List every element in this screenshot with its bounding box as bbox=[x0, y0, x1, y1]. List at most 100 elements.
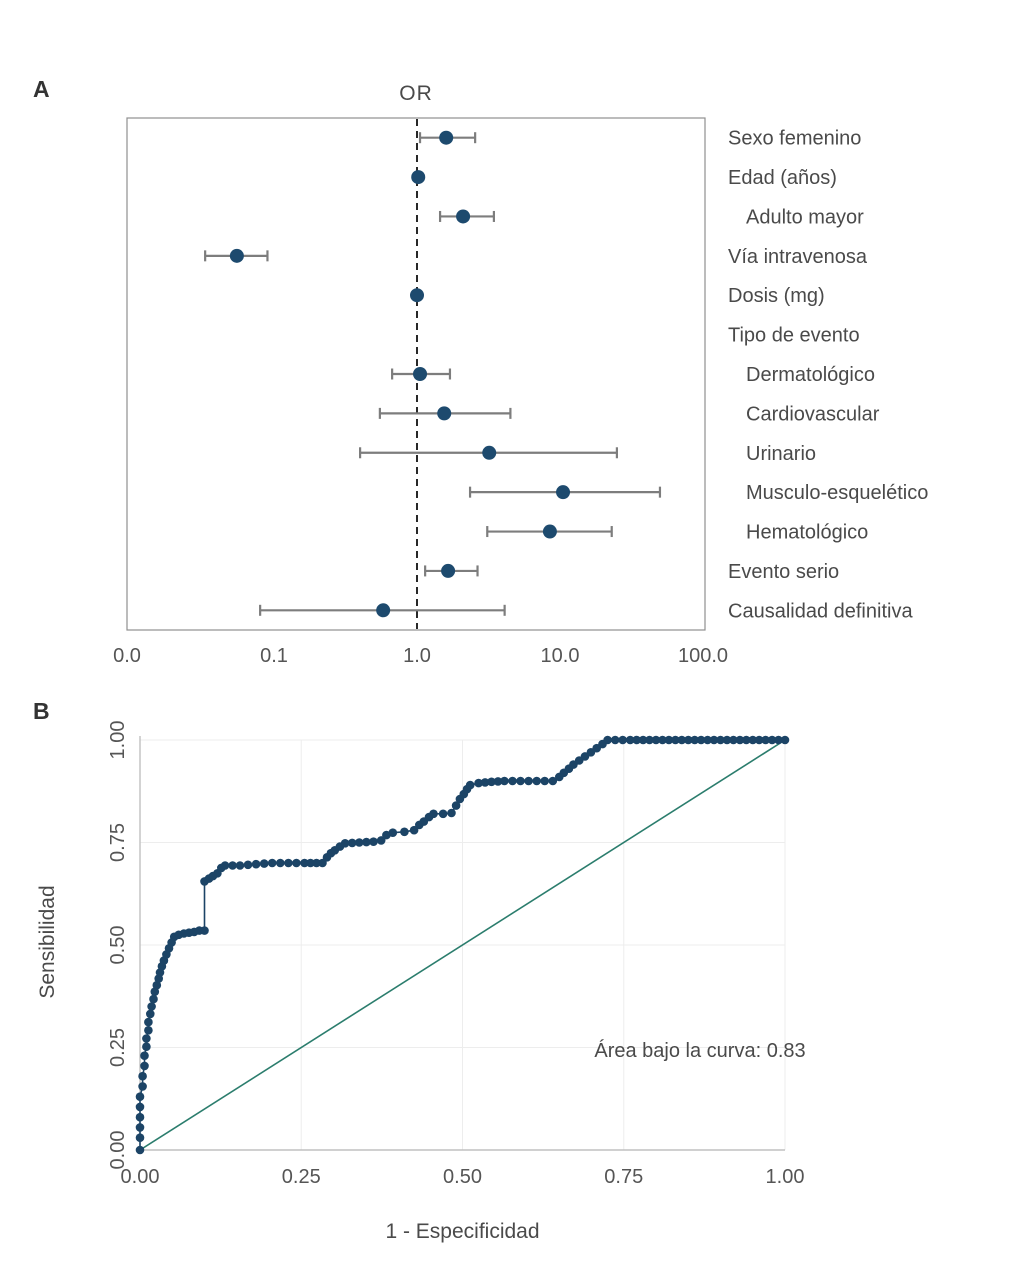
roc-plot-svg: 0.00 0.25 0.50 0.75 1.00 0.00 0.25 0.50 0.75 1.00 bbox=[107, 721, 804, 1188]
roc-x-tick-label: 0.50 bbox=[443, 1166, 482, 1188]
forest-x-tick-label: 100.0 bbox=[678, 645, 728, 667]
roc-x-tick-label: 0.25 bbox=[282, 1166, 321, 1188]
roc-dot bbox=[140, 1051, 149, 1060]
roc-dot bbox=[487, 777, 496, 787]
forest-x-tick-label: 0.1 bbox=[260, 645, 288, 667]
roc-dot bbox=[524, 776, 533, 786]
roc-dot bbox=[447, 808, 456, 818]
roc-dot bbox=[474, 778, 483, 788]
forest-point bbox=[411, 170, 426, 185]
roc-dot bbox=[735, 735, 745, 745]
roc-dot bbox=[610, 735, 620, 745]
forest-row-label: Hematológico bbox=[746, 522, 868, 544]
roc-dot bbox=[500, 776, 509, 786]
roc-dot bbox=[754, 735, 764, 745]
roc-dot bbox=[516, 776, 525, 786]
roc-dot bbox=[340, 839, 350, 848]
roc-dot bbox=[149, 994, 158, 1004]
forest-point bbox=[556, 485, 571, 500]
roc-dot bbox=[709, 735, 719, 745]
roc-dot bbox=[284, 858, 293, 868]
roc-dot bbox=[532, 776, 541, 786]
roc-dot bbox=[276, 858, 285, 868]
roc-dot bbox=[493, 777, 503, 786]
roc-dot bbox=[658, 735, 667, 745]
roc-dot bbox=[671, 735, 680, 745]
roc-y-axis-label: Sensibilidad bbox=[36, 885, 59, 999]
forest-point bbox=[439, 130, 454, 145]
roc-dot bbox=[684, 735, 693, 745]
roc-dot bbox=[438, 809, 448, 819]
roc-dot bbox=[200, 926, 209, 935]
roc-dot bbox=[150, 987, 160, 996]
roc-dot bbox=[638, 735, 648, 745]
roc-dot bbox=[140, 1061, 149, 1071]
roc-dot bbox=[300, 858, 309, 868]
roc-dot bbox=[292, 858, 301, 868]
forest-point bbox=[410, 288, 424, 303]
roc-dot bbox=[603, 735, 612, 745]
roc-dot bbox=[677, 735, 687, 745]
roc-dot bbox=[703, 735, 712, 745]
roc-y-tick-label: 0.75 bbox=[107, 823, 129, 862]
forest-row-label: Musculo-esquelético bbox=[746, 482, 928, 504]
forest-point bbox=[482, 445, 497, 460]
forest-row-label: Vía intravenosa bbox=[728, 246, 868, 268]
forest-row-label: Causalidad definitiva bbox=[728, 600, 913, 622]
forest-point bbox=[376, 603, 391, 618]
forest-point bbox=[456, 209, 471, 224]
roc-dot bbox=[146, 1009, 155, 1019]
roc-dot bbox=[465, 780, 475, 790]
roc-dot bbox=[651, 735, 661, 745]
forest-plot-title: OR bbox=[399, 82, 433, 105]
forest-row-label: Dermatológico bbox=[746, 364, 875, 386]
roc-x-axis-label: 1 - Especificidad bbox=[385, 1220, 540, 1243]
roc-dot bbox=[362, 837, 371, 847]
roc-dot bbox=[664, 735, 674, 745]
roc-dot bbox=[306, 858, 315, 868]
roc-y-tick-label: 1.00 bbox=[107, 721, 129, 760]
forest-point bbox=[441, 563, 456, 578]
roc-dot bbox=[400, 827, 409, 837]
roc-dot bbox=[267, 858, 277, 868]
roc-dot bbox=[761, 735, 770, 745]
roc-dot bbox=[135, 1102, 145, 1112]
roc-dot bbox=[632, 735, 641, 745]
panel-a-label: A bbox=[33, 76, 50, 102]
roc-dot bbox=[748, 735, 758, 745]
roc-dot bbox=[540, 776, 549, 786]
roc-y-tick-label: 0.00 bbox=[107, 1131, 129, 1170]
roc-dot bbox=[135, 1112, 145, 1122]
roc-dot bbox=[696, 735, 706, 745]
roc-dot bbox=[722, 735, 732, 745]
forest-row-label: Cardiovascular bbox=[746, 403, 880, 425]
forest-point bbox=[413, 367, 428, 381]
roc-dot bbox=[144, 1026, 153, 1035]
roc-dot bbox=[625, 735, 635, 745]
roc-dot bbox=[147, 1002, 156, 1011]
roc-dot bbox=[243, 860, 253, 870]
roc-dot bbox=[480, 778, 490, 787]
roc-auc-annotation: Área bajo la curva: 0.83 bbox=[594, 1040, 806, 1062]
roc-dot bbox=[138, 1071, 147, 1081]
forest-x-tick-label: 1.0 bbox=[403, 645, 431, 667]
roc-dot bbox=[138, 1082, 147, 1091]
roc-dot bbox=[135, 1092, 145, 1101]
forest-point bbox=[542, 524, 557, 539]
roc-dot bbox=[259, 859, 269, 868]
roc-x-tick-label: 0.75 bbox=[604, 1166, 643, 1188]
roc-dot bbox=[429, 809, 438, 819]
roc-dot bbox=[251, 859, 261, 869]
panel-b-label: B bbox=[33, 698, 50, 724]
roc-dot bbox=[451, 801, 461, 810]
forest-row-label: Evento serio bbox=[728, 561, 839, 583]
roc-dot bbox=[135, 1133, 145, 1142]
roc-dot bbox=[142, 1034, 151, 1043]
roc-dot bbox=[548, 776, 558, 786]
roc-x-tick-label: 0.00 bbox=[121, 1166, 160, 1188]
roc-dot bbox=[312, 858, 321, 868]
roc-dot bbox=[409, 825, 419, 835]
roc-dot bbox=[369, 837, 378, 846]
forest-row-label: Edad (años) bbox=[728, 167, 837, 189]
